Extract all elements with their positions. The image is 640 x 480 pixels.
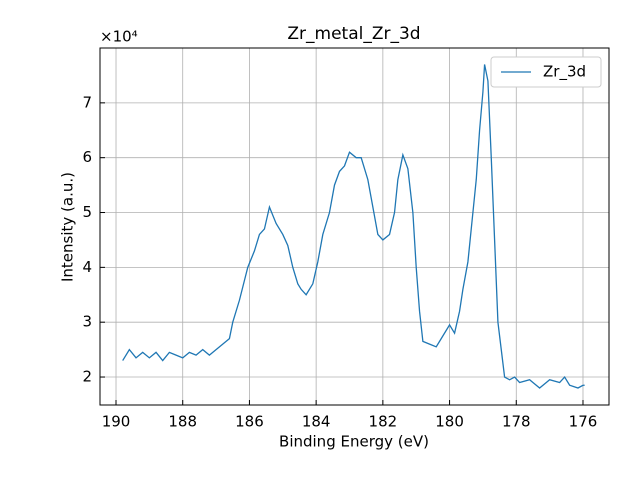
legend-box [490, 56, 602, 88]
x-tick-label: 176 [569, 413, 598, 431]
plot-frame [99, 47, 610, 406]
y-tick-label: 4 [82, 258, 92, 276]
data-line [122, 64, 585, 389]
y-tick-label: 6 [82, 148, 92, 166]
y-tick-label: 2 [82, 368, 92, 386]
y-tick-label: 3 [82, 313, 92, 331]
x-tick-label: 178 [502, 413, 531, 431]
legend-label: Zr_3d [543, 63, 586, 82]
x-tick-label: 186 [235, 413, 264, 431]
chart-title: Zr_metal_Zr_3d [287, 24, 420, 44]
x-tick-label: 180 [435, 413, 464, 431]
x-tick-label: 190 [102, 413, 131, 431]
x-tick-label: 184 [302, 413, 331, 431]
y-offset-label: ×10⁴ [100, 28, 138, 46]
x-axis-label: Binding Energy (eV) [279, 433, 429, 451]
y-tick-label: 7 [82, 93, 92, 111]
y-tick-label: 5 [82, 203, 92, 221]
y-axis-label: Intensity (a.u.) [59, 172, 77, 282]
x-tick-label: 182 [369, 413, 398, 431]
x-tick-label: 188 [168, 413, 197, 431]
